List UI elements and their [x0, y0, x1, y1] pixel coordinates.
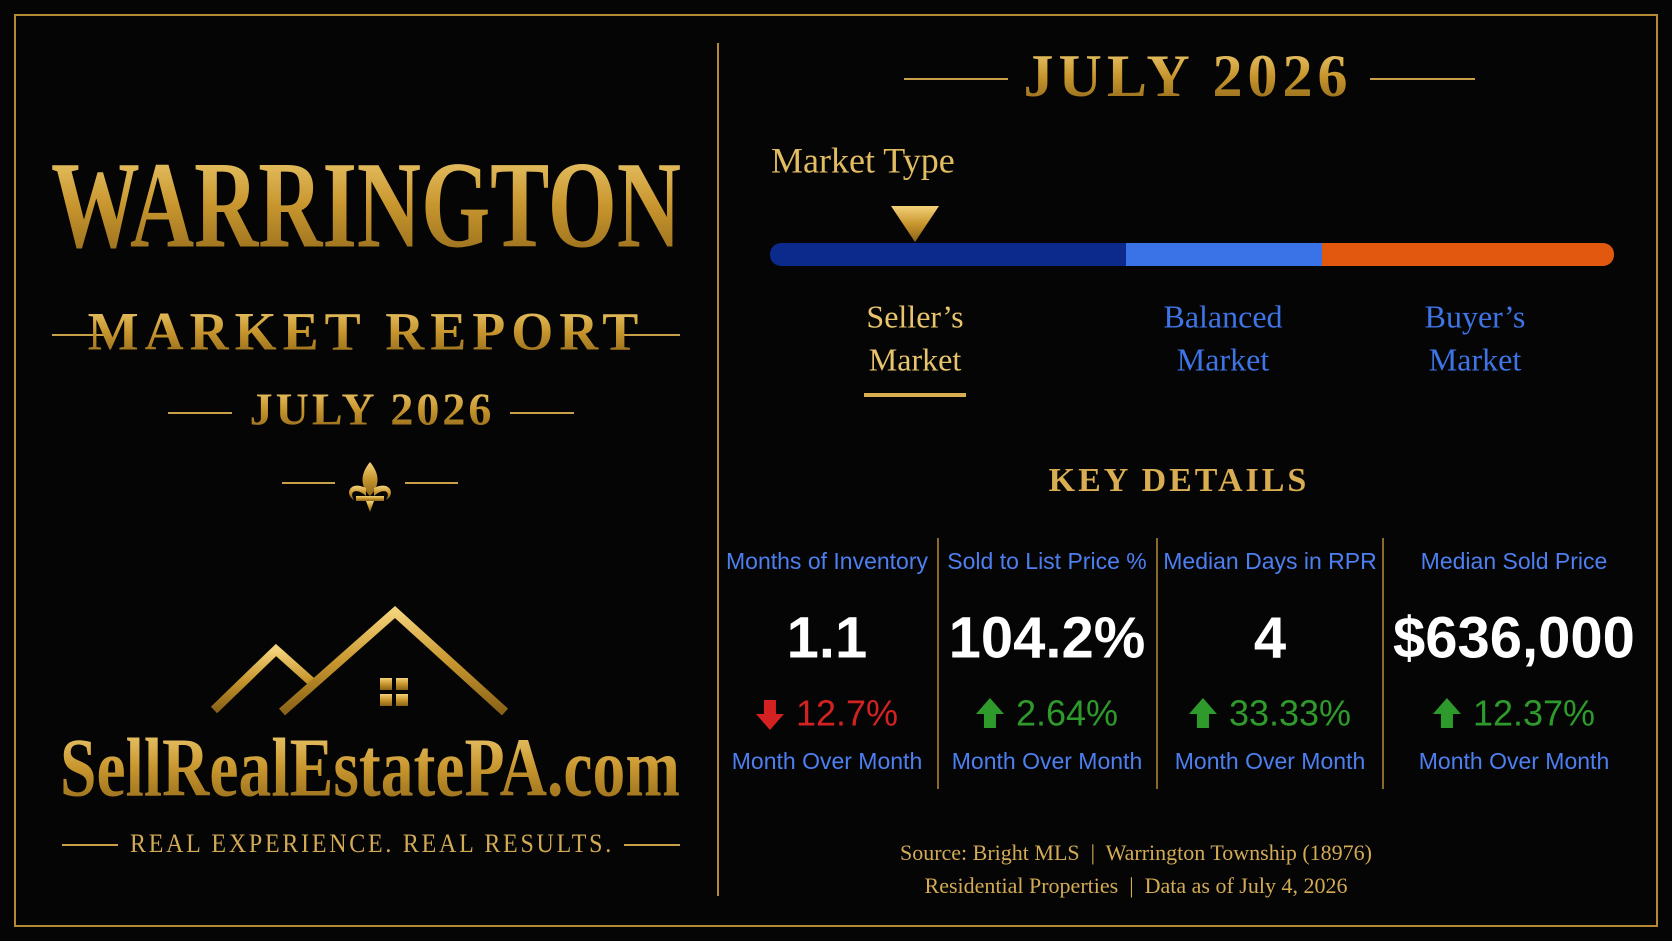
brand: SellRealEstatePA.com [60, 721, 680, 814]
market-label: Market [869, 341, 962, 377]
metric-period: Month Over Month [1419, 748, 1609, 774]
metric-value: 104.2% [949, 605, 1146, 670]
metric-value: 4 [1254, 605, 1286, 670]
metric-period: Month Over Month [952, 748, 1142, 774]
metric-period: Month Over Month [1175, 748, 1365, 774]
market-segment [1322, 243, 1614, 266]
house-logo [210, 605, 509, 716]
tagline: REAL EXPERIENCE. REAL RESULTS. [130, 829, 614, 858]
market-type-label: Market Type [771, 140, 955, 180]
arrow-up [975, 698, 1004, 728]
market-pointer [891, 206, 939, 242]
metric-change: 12.37% [1473, 693, 1595, 734]
market-segment [1126, 243, 1322, 266]
market-label: Seller’s [866, 298, 963, 334]
subtitle: MARKET REPORT [88, 301, 645, 361]
left-date: JULY 2026 [250, 384, 495, 435]
metric-label: Months of Inventory [726, 548, 928, 574]
frame [14, 14, 1658, 927]
arrow-up [1432, 698, 1461, 728]
arrow-up [1188, 698, 1217, 728]
metric-label: Median Days in RPR [1163, 548, 1376, 574]
market-segment-fill [1322, 243, 1334, 266]
metric-change: 2.64% [1016, 693, 1118, 734]
market-label: Balanced [1163, 298, 1282, 334]
market-label: Market [1177, 341, 1270, 377]
metric-label: Sold to List Price % [947, 548, 1146, 574]
metric-period: Month Over Month [732, 748, 922, 774]
active-underline [864, 393, 966, 397]
market-segment-fill [1114, 243, 1126, 266]
metric-label: Median Sold Price [1421, 548, 1608, 574]
market-label: Buyer’s [1425, 298, 1526, 334]
key-details-title: KEY DETAILS [1049, 462, 1310, 499]
title: WARRINGTON [51, 136, 681, 273]
market-segment [770, 243, 1126, 266]
metric-change: 33.33% [1229, 693, 1351, 734]
market-label: Market [1429, 341, 1522, 377]
fleur-de-lis [349, 462, 391, 512]
metric-value: 1.1 [787, 605, 868, 670]
arrow-down [755, 700, 784, 730]
house-window [380, 678, 408, 706]
right-date: JULY 2026 [1024, 43, 1353, 109]
source-line: Source: Bright MLS | Warrington Township… [900, 840, 1372, 865]
source-line: Residential Properties | Data as of July… [925, 873, 1348, 898]
metric-value: $636,000 [1393, 605, 1635, 670]
metric-change: 12.7% [796, 693, 898, 734]
